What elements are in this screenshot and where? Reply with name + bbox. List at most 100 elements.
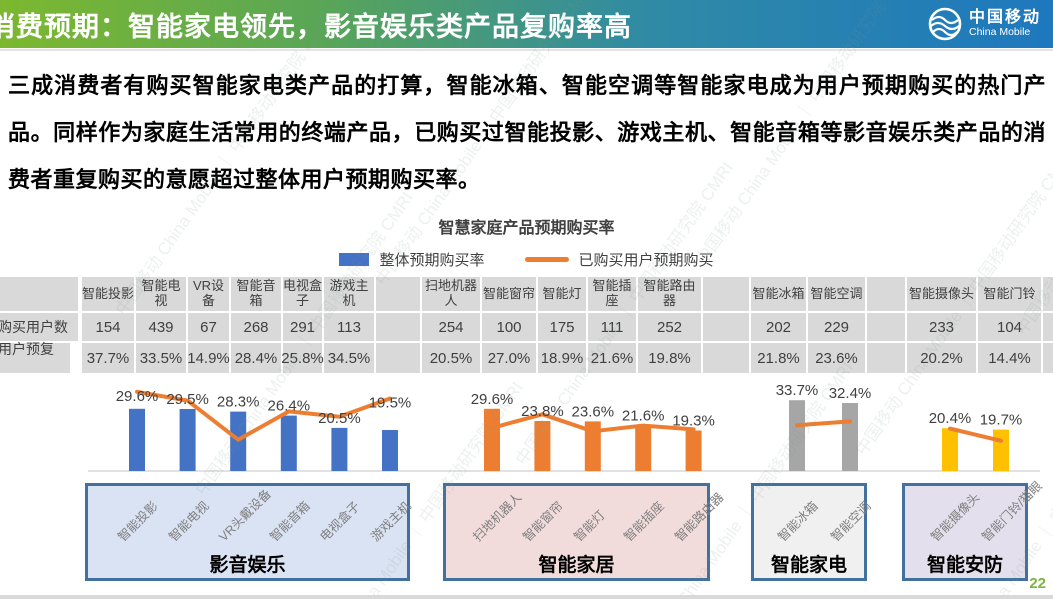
axis-category-label: 智能插座 [621,499,667,545]
table-gap-cell [867,343,905,373]
bar-value-label: 23.6% [572,403,615,420]
category-group-title: 智能家居 [538,555,615,576]
legend-bar-swatch [339,253,370,266]
chart-bar [942,428,958,471]
axis-category-label: 智能空调 [828,499,874,545]
bar-value-label: 26.4% [268,398,311,415]
table-percent-cell: 21.6% [588,343,636,373]
chart-bar [382,430,398,471]
category-group-title: 智能安防 [926,555,1003,576]
table-header-cell: 智能空调 [808,277,865,311]
table-percent-cell: 20.5% [422,343,480,373]
table-gap-cell [376,343,420,373]
china-mobile-logo-icon [928,7,962,41]
table-count-cell: 291 [283,313,322,341]
table-row-label: 预期购买用户数 [0,313,78,341]
chart-legend: 整体预期购买率 已购买用户预期购买 [0,249,1053,270]
logo-text-en: China Mobile [968,25,1031,38]
bar-value-label: 29.6% [471,391,514,408]
table-gap-cell [376,277,420,311]
chart-bar [484,408,500,471]
axis-category-label: 智能投影 [115,499,161,545]
table-count-cell: 229 [808,313,865,341]
table-count-cell: 254 [422,313,480,341]
bar-value-label: 29.5% [166,391,209,408]
axis-category-label: 智能路由器 [671,490,727,545]
chart-title: 智慧家庭产品预期购买率 [438,220,615,237]
table-count-cell: 67 [188,313,229,341]
chart-bar [129,408,145,471]
axis-category-label: 电视盒子 [317,499,364,545]
repurchase-line [948,426,1003,443]
table-header-cell: 智能灯 [538,277,586,311]
legend-line-swatch [524,257,569,262]
header-divider [0,49,1053,51]
axis-category-label: 智能音箱 [267,499,313,545]
category-group-title: 影音娱乐 [209,555,286,576]
axis-category-label: 游戏主机 [368,499,414,545]
category-group-title: 智能家电 [770,555,847,576]
bar-value-label: 20.4% [929,410,972,427]
bar-value-label: 19.3% [672,413,715,430]
table-percent-cell: 20.2% [907,343,976,373]
title-bar: 消费预期：智能家电领先，影音娱乐类产品复购率高 中国移动 China Mobil… [0,0,1053,48]
bar-value-label: 19.5% [369,395,412,412]
chart-bar [280,415,297,471]
bar-value-label: 21.6% [622,408,665,425]
category-box: 扫地机器人 智能窗帘 智能灯 智能插座 智能路由器 智能家居 [443,483,726,581]
table-count-cell: 113 [324,313,374,341]
axis-category-label: 智能门铃/猫眼 [979,478,1045,545]
chart-bar [584,421,601,471]
table-percent-cell: 34.5% [324,343,374,373]
table-header-cell: 电视盒子 [283,277,322,311]
chart-canvas: 29.6% 29.5% 28.3% 26.4% 20.5% 19.5% 29.6% 23.8%… [88,382,1040,472]
axis-category-label: 智能摄像头 [928,490,983,545]
repurchase-line [490,412,696,434]
table-count-cell: 154 [82,313,134,341]
axis-category-label: 智能冰箱 [775,499,821,545]
bar-value-label: 28.3% [217,394,260,411]
table-corner-cell [0,277,78,311]
chart-bar [534,421,551,471]
table-header-cell: 智能音箱 [231,277,281,311]
chart-bar [993,429,1009,471]
bar-value-label: 20.5% [318,410,361,427]
table-percent-cell: 14.4% [978,343,1041,373]
table-count-cell: 202 [751,313,806,341]
category-box: 智能冰箱 智能空调智能家电 [751,483,874,581]
china-mobile-logo: 中国移动 China Mobile [927,6,1041,42]
table-gap-cell [703,277,749,311]
axis-category-label: 智能电视 [165,499,212,545]
table-count-cell: 233 [907,313,976,341]
legend-line-label: 已购买用户预期购买 [578,252,714,269]
table-count-cell: 268 [231,313,281,341]
summary-paragraph: 三成消费者有购买智能家电类产品的打算，智能冰箱、智能空调等智能家电成为用户预期购… [8,73,1046,192]
table-header-cell: 智能窗帘 [482,277,536,311]
axis-category-label: VR头戴设备 [216,486,275,545]
bar-value-label: 23.8% [521,403,564,420]
chart-bar [842,403,858,471]
table-gap-cell [867,313,905,341]
table-percent-cell: 18.9% [538,343,586,373]
axis-category-label: 智能窗帘 [520,499,567,545]
table-percent-cell: 28.4% [231,343,281,373]
table-count-cell: 439 [136,313,186,341]
table-gap-cell [1043,343,1053,373]
table-percent-cell: 25.8% [281,343,324,373]
table-header-cell: 智能摄像头 [907,277,976,311]
table-count-cell: 100 [482,313,536,341]
table-row-label: 已购用户预复购 [0,341,70,373]
page-title: 消费预期：智能家电领先，影音娱乐类产品复购率高 [0,11,632,42]
table-count-cell: 252 [638,313,701,341]
category-box: 智能摄像头 智能门铃/猫眼智能安防 [902,479,1045,581]
table-count-cell: 104 [978,313,1041,341]
table-header-cell: 智能插座 [588,277,636,311]
slide-bottom-edge [0,595,1053,599]
table-header-cell: 智能投影 [82,277,134,311]
table-header-cell: 智能电视 [136,277,186,311]
table-gap-cell [1043,277,1053,311]
repurchase-line [795,419,852,428]
chart-bar [179,409,196,471]
legend-bar-label: 整体预期购买率 [379,252,485,269]
